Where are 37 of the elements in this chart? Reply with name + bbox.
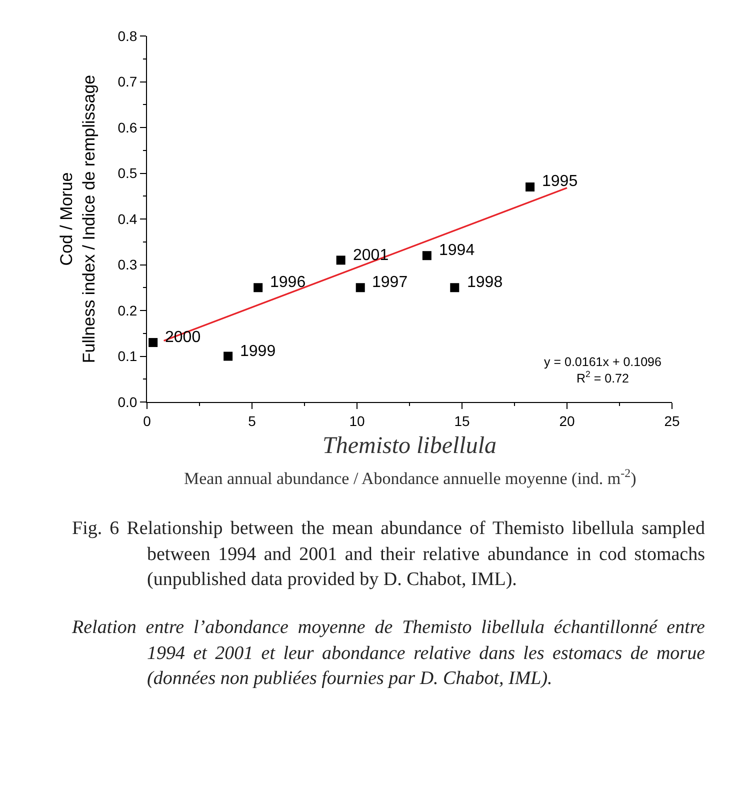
point (254, 283, 263, 292)
annotation: 1997 (372, 274, 408, 291)
y-tick-label: 0.6 (118, 119, 138, 136)
point (224, 352, 233, 361)
x-tick-label: 5 (248, 412, 256, 429)
text: Mean annual abundance / Abondance annuelle moyenne (ind. m$^{-2}$) (184, 466, 636, 488)
point (356, 283, 365, 292)
y-tick-label: 0.5 (118, 165, 138, 182)
caption: Fig. 6 Relationship between the mean abundance of Themisto libellula sampled between 1994 and 2001 and their relative abundance in cod stomachs (unpublished data provided by D. Chabot, IML). (72, 517, 705, 592)
y-tick-label: 0.4 (118, 210, 138, 227)
annotation: 1999 (240, 343, 276, 360)
annotation: 1995 (542, 173, 578, 190)
x-tick-label: 20 (559, 412, 575, 429)
y-tick-label: 0.8 (118, 28, 138, 44)
annotation: y = 0.0161x + 0.1096 R$^{2}$ = 0.72 (544, 355, 662, 386)
x-tick-label: 0 (143, 412, 152, 429)
y-tick-label: 0.0 (118, 394, 138, 410)
point (526, 182, 535, 192)
x-axis-title: Themisto libellula (322, 433, 496, 460)
annotation: 2000 (165, 329, 201, 346)
x-tick-label: 10 (349, 412, 365, 429)
point (450, 283, 460, 292)
y-tick-label: 0.3 (118, 256, 138, 273)
text: Relation entre l’abondance moyenne de Themisto libellula échantillonné entre 1994 et 2001 et leur abondance relative dans les estomacs de morue (données non publiées fournies par D. Chabot, IML). (72, 616, 705, 692)
y-tick-label: 0.1 (118, 348, 138, 364)
x-tick-label: 25 (664, 412, 680, 429)
point (148, 338, 158, 348)
x-tick-label: 15 (454, 412, 470, 429)
y-tick-label: 0.7 (118, 74, 138, 90)
annotation: 1998 (467, 274, 503, 291)
y-tick-label: 0.2 (118, 302, 138, 318)
point (336, 256, 346, 265)
point (422, 251, 432, 260)
annotation: 1996 (270, 274, 306, 291)
y-axis-title: Cod / Morue Fullness index / Indice de remplissage (57, 74, 98, 364)
annotation: 1994 (439, 242, 475, 259)
annotation: 2001 (353, 247, 389, 264)
